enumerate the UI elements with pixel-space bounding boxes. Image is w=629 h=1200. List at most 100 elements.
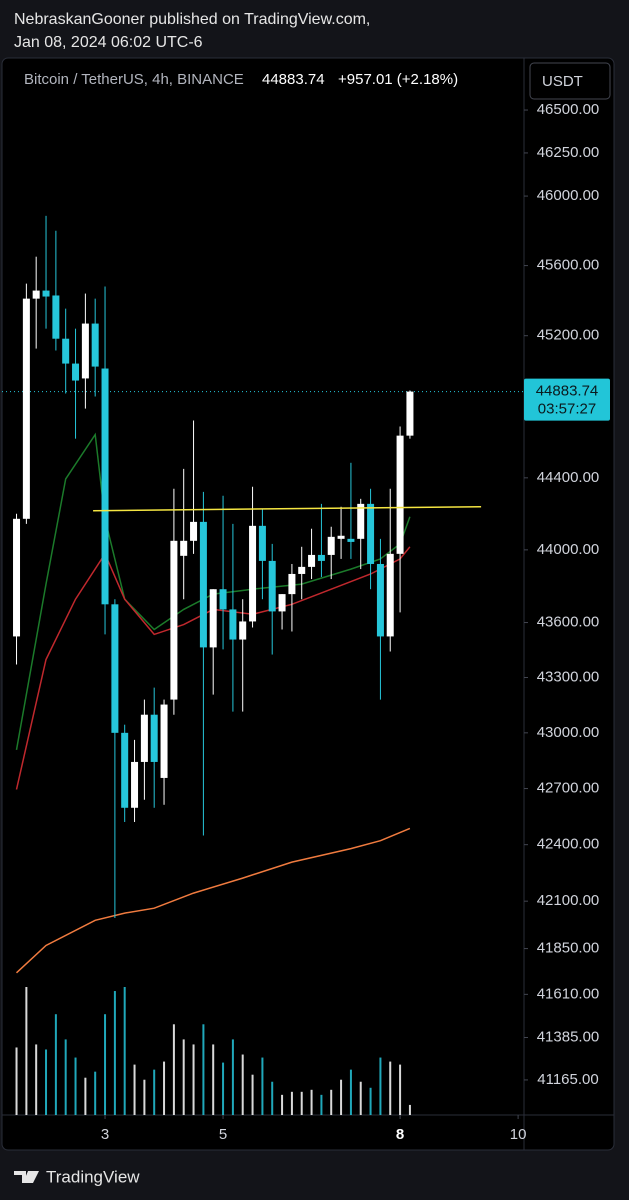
moving-average (15, 827, 411, 974)
volume-bar (290, 1091, 293, 1115)
last-price-header: 44883.74 (262, 71, 325, 88)
volume-bar (133, 1064, 136, 1115)
currency-button[interactable] (529, 62, 611, 100)
candle-body (288, 573, 296, 595)
y-tick-label: 42700.00 (537, 780, 600, 797)
candle-body (101, 368, 109, 605)
brand-logo (14, 1171, 39, 1183)
candle-body (199, 521, 207, 648)
volume-bar (389, 1061, 392, 1115)
volume-bar (222, 1062, 225, 1115)
volume-bar (408, 1104, 411, 1115)
y-tick-label: 41850.00 (537, 940, 600, 957)
candle-body (298, 566, 306, 574)
y-tick-label: 45600.00 (537, 257, 600, 274)
volume-bar (15, 1047, 18, 1115)
candle-body (72, 363, 80, 381)
brand-name: TradingView (46, 1167, 140, 1186)
volume-bar (104, 1014, 107, 1115)
volume-bar (271, 1081, 274, 1115)
volume-bar (182, 1039, 185, 1115)
candle-body (32, 290, 40, 299)
candle-body (22, 298, 30, 519)
volume-bar (45, 1049, 48, 1115)
candle-body (111, 604, 119, 733)
candle-body (386, 553, 394, 637)
volume-bar (153, 1069, 156, 1115)
volume-bar (231, 1039, 234, 1115)
volume-bar (281, 1094, 284, 1115)
volume-bar (251, 1074, 254, 1115)
volume-bar (212, 1044, 215, 1115)
volume-bar (399, 1064, 402, 1115)
candle-body (337, 535, 345, 539)
candle-body (150, 714, 158, 762)
candle-body (229, 609, 237, 640)
volume-bar (143, 1079, 146, 1115)
volume-bar (261, 1057, 264, 1115)
volume-bar (84, 1077, 87, 1115)
candle-body (249, 525, 257, 622)
volume-bar (379, 1057, 382, 1115)
y-tick-label: 46250.00 (537, 144, 600, 161)
candle-body (52, 295, 60, 339)
volume-bar (300, 1091, 303, 1115)
volume-bar (172, 1024, 175, 1115)
plot (2, 215, 524, 1115)
candle-body (317, 554, 325, 561)
candle-body (376, 563, 384, 637)
candle-body (396, 435, 404, 554)
candle-body (308, 554, 316, 567)
chart-frame (1, 57, 615, 1151)
publish-date: Jan 08, 2024 06:02 UTC-6 (14, 34, 203, 51)
volume-bar (310, 1089, 313, 1115)
volume-bar (94, 1071, 97, 1115)
y-tick-label: 42100.00 (537, 892, 600, 909)
candle-body (268, 560, 276, 612)
last-price-box (524, 378, 610, 421)
volume-bar (163, 1061, 166, 1115)
y-tick-label: 41610.00 (537, 985, 600, 1002)
currency-label[interactable]: USDT (542, 73, 583, 90)
moving-average (15, 546, 411, 790)
candle-body (42, 290, 50, 297)
volume-bar (123, 987, 126, 1115)
candle-body (239, 621, 247, 640)
y-tick-label: 46000.00 (537, 187, 600, 204)
candle-body (180, 540, 188, 556)
candle-body (121, 732, 129, 808)
volume-bar (202, 1024, 205, 1115)
trendline (93, 505, 482, 512)
candle-body (347, 538, 355, 542)
candle-body (81, 323, 89, 379)
countdown-label: 03:57:27 (538, 401, 596, 418)
candle-body (406, 391, 414, 436)
y-tick-label: 43000.00 (537, 724, 600, 741)
last-price-label: 44883.74 (536, 383, 599, 400)
x-tick-label: 3 (101, 1126, 109, 1143)
y-tick-label: 44400.00 (537, 469, 600, 486)
candle-body (367, 503, 375, 564)
price-change: +957.01 (+2.18%) (338, 71, 458, 88)
y-tick-label: 45200.00 (537, 327, 600, 344)
volume-bar (241, 1054, 244, 1115)
volume-bar (369, 1087, 372, 1115)
volume-bar (359, 1081, 362, 1115)
volume-bar (25, 987, 28, 1115)
x-tick-label: 10 (510, 1126, 527, 1143)
y-tick-label: 41385.00 (537, 1028, 600, 1045)
candle-body (209, 589, 217, 648)
candle-body (62, 338, 70, 364)
symbol-title: Bitcoin / TetherUS, 4h, BINANCE (24, 71, 244, 88)
volume-bar (74, 1057, 77, 1115)
y-tick-label: 41165.00 (537, 1071, 598, 1088)
volume-bar (330, 1089, 333, 1115)
x-tick-label: 8 (396, 1126, 404, 1143)
y-tick-label: 43300.00 (537, 668, 600, 685)
candle-body (278, 594, 286, 612)
volume-bar (35, 1044, 38, 1115)
y-tick-label: 42400.00 (537, 836, 600, 853)
volume-bar (64, 1039, 67, 1115)
